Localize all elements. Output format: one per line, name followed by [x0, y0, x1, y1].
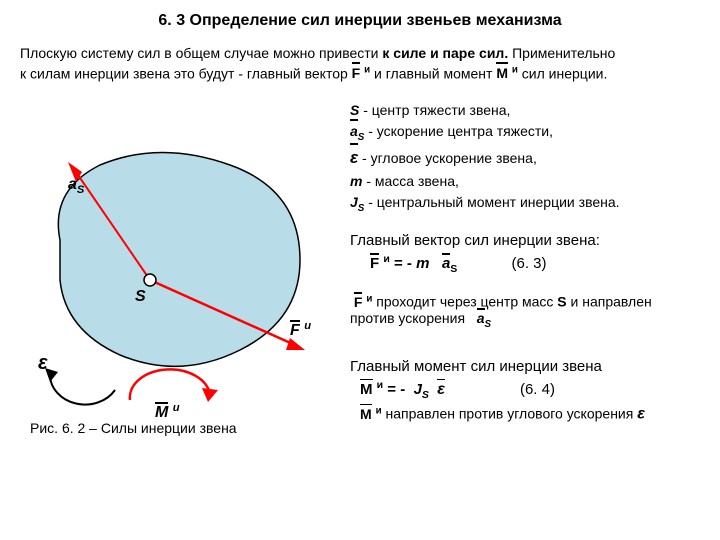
label-eps: ε	[38, 352, 48, 375]
text-content: S - центр тяжести звена, aS - ускорение …	[350, 100, 700, 424]
legend-m: m - масса звена,	[350, 171, 700, 192]
moment-formula: M и = - JS ε (6. 4)	[360, 379, 700, 401]
force-title: Главный вектор сил инерции звена:	[350, 232, 700, 249]
moment-title: Главный момент сил инерции звена	[350, 358, 700, 375]
label-s: S	[135, 288, 146, 306]
diagram-svg	[20, 120, 340, 420]
point-s	[144, 274, 156, 286]
intro-text: Плоскую систему сил в общем случае можно…	[20, 44, 700, 84]
legend-eps: ε - угловое ускорение звена,	[350, 145, 700, 171]
figure-caption: Рис. 6. 2 – Силы инерции звена	[30, 420, 237, 436]
page-title: 6. 3 Определение сил инерции звеньев мех…	[20, 12, 700, 30]
label-f: F и	[290, 320, 311, 340]
link-body	[58, 153, 300, 367]
force-formula: F и = - m aS (6. 3)	[370, 253, 700, 275]
arc-m	[130, 369, 210, 400]
legend-js: JS - центральный момент инерции звена.	[350, 192, 700, 216]
arrow-m	[202, 388, 218, 402]
force-desc: F и проходит через центр масс S и направ…	[350, 293, 700, 329]
diagram: aS S F и ε M и	[20, 120, 340, 420]
arc-eps	[50, 375, 115, 405]
legend-as: aS - ускорение центра тяжести,	[350, 121, 700, 145]
label-as: aS	[68, 176, 84, 196]
moment-desc: M и направлен против углового ускорения …	[360, 405, 700, 424]
legend-s: S - центр тяжести звена,	[350, 100, 700, 121]
